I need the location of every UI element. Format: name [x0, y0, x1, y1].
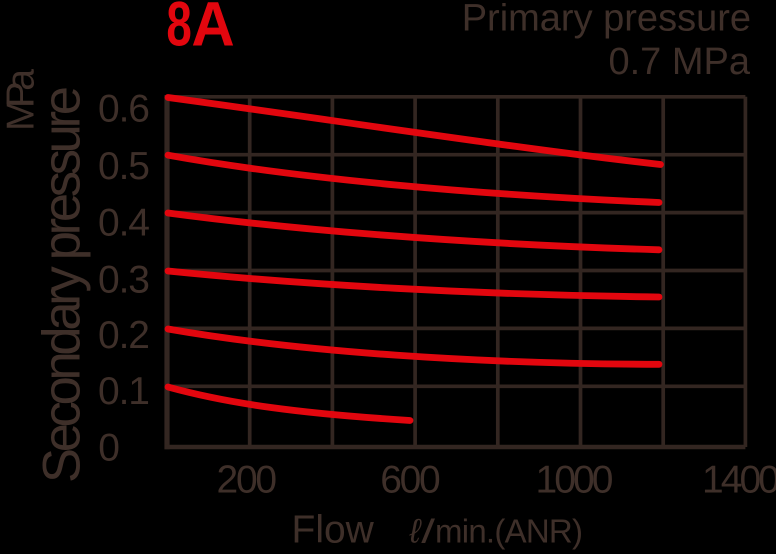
- svg-text:8: 8: [166, 0, 191, 59]
- svg-text:0.4: 0.4: [98, 201, 150, 244]
- svg-text:/: /: [421, 513, 435, 550]
- svg-text:ℓ: ℓ: [409, 513, 423, 551]
- svg-text:0.3: 0.3: [98, 258, 150, 301]
- svg-text:1400: 1400: [702, 459, 776, 502]
- svg-text:Primary pressure: Primary pressure: [462, 0, 751, 40]
- svg-text:Secondary pressure: Secondary pressure: [32, 86, 91, 483]
- svg-text:0.2: 0.2: [98, 314, 150, 357]
- svg-text:0: 0: [98, 426, 120, 469]
- svg-text:Flow: Flow: [292, 508, 375, 551]
- svg-text:min.(ANR): min.(ANR): [435, 512, 583, 549]
- svg-text:0.6: 0.6: [98, 87, 150, 130]
- svg-text:1000: 1000: [536, 459, 614, 502]
- svg-text:0.7 MPa: 0.7 MPa: [608, 41, 750, 83]
- svg-text:200: 200: [217, 459, 277, 502]
- svg-text:MPa: MPa: [0, 69, 43, 131]
- svg-text:600: 600: [380, 459, 441, 502]
- svg-text:A: A: [191, 0, 234, 60]
- svg-text:0.5: 0.5: [98, 145, 150, 188]
- svg-text:0.1: 0.1: [98, 370, 150, 413]
